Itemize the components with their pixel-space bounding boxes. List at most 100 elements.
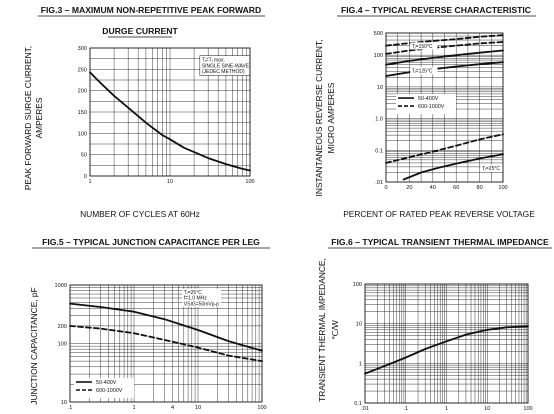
fig3-subtitle: DURGE CURRENT [102, 26, 178, 36]
fig3-annotation-text: (JEDEC METHOD) [202, 69, 245, 75]
fig5-y-tick-label: 100 [58, 342, 67, 348]
fig4-series-dashed-line [385, 133, 504, 164]
fig4-annotation-text: Tⱼ=150°C [412, 44, 433, 50]
fig6-x-tick-label: 1 [445, 406, 448, 412]
fig5-x-tick-label: 100 [257, 405, 266, 411]
fig4-x-tick-label: 0 [384, 185, 387, 191]
fig6-ticks: .01 .1 1 10 100 0.1 1 10 100 [353, 282, 533, 412]
fig6-series-solid-line [364, 325, 529, 375]
fig6-y-tick-label: 1 [359, 361, 362, 367]
fig3-y-tick-label: 250 [78, 67, 87, 73]
fig6-y-tick-label: 0.1 [354, 401, 362, 407]
fig4-y-tick-label: 1.0 [375, 117, 383, 123]
fig4-y-tick-label: 10 [377, 85, 383, 91]
fig4-series-dashed-line [385, 34, 504, 47]
fig5-y-tick-label: 10 [61, 400, 67, 406]
fig5-ticks: .1 1 4 10 100 10 100 200 1000 [55, 283, 267, 411]
fig6-x-tick-label: .1 [403, 406, 408, 412]
fig5-chart: FIG.5 – TYPICAL JUNCTION CAPACITANCE PER… [29, 237, 270, 411]
fig6-frame [364, 283, 529, 404]
fig6-chart: FIG.6 – TYPICAL TRANSIENT THERMAL IMPEDA… [317, 237, 552, 412]
fig4-legend-box [396, 94, 456, 115]
fig5-frame [69, 284, 263, 403]
fig4-series-solid-line [402, 153, 504, 181]
fig5-x-tick-label: 1 [132, 405, 135, 411]
fig4-y-tick-label: 100 [374, 53, 383, 59]
fig3-y-label-line1: PEAK FORWARD SURGE CURRENT, [23, 46, 33, 190]
fig6-grid [365, 284, 528, 403]
fig4-legend-label: 50-400V [418, 96, 439, 102]
fig4-series-solid-line [385, 49, 504, 66]
fig3-x-tick-label: 1 [88, 179, 91, 185]
fig4-annotation-bg [410, 67, 438, 75]
fig5-legend-box [74, 378, 134, 398]
fig4-y-label-line1: INSTANTANEOUS REVERSE CURRENT, [314, 40, 324, 197]
fig5-annotation-bg [182, 288, 222, 307]
fig4-x-tick-label: 20 [406, 185, 412, 191]
fig4-y-tick-label: 500 [374, 31, 383, 37]
fig4-x-tick-label: 60 [453, 185, 459, 191]
fig5-annotation-text: VSIG=50mVp-p [184, 301, 219, 307]
fig4-chart: FIG.4 – TYPICAL REVERSE CHARACTERISTIC P… [314, 5, 536, 219]
fig3-y-tick-label: 200 [78, 89, 87, 95]
fig5-annotation-text: Tⱼ=25°C [184, 290, 202, 296]
fig6-x-tick-label: 10 [484, 406, 490, 412]
fig6-y-tick-label: 10 [356, 322, 362, 328]
fig6-y-label-line2: ℃/W [330, 320, 340, 340]
fig3-ticks: 1 10 100 0 50 100 150 200 250 300 [78, 46, 255, 185]
fig4-annotation-bg [480, 164, 505, 172]
fig4-ticks: 0 20 40 60 80 100 .01 0.1 1.0 10 100 500 [374, 31, 508, 191]
fig3-y-label-line2: AMPERES [34, 97, 44, 138]
fig6-x-tick-label: .01 [361, 406, 369, 412]
fig6-y-tick-label: 100 [353, 282, 362, 288]
fig6-y-label-line1: TRANSIENT THERMAL IMPEDANCE, [317, 258, 327, 402]
fig3-y-tick-label: 50 [81, 153, 87, 159]
fig4-annotation-text: Tⱼ=125°C [412, 69, 433, 75]
fig5-legend-label: 50-400V [96, 380, 117, 386]
fig5-series-solid-line [69, 302, 263, 352]
fig6-x-tick-label: 100 [523, 406, 532, 412]
fig4-x-tick-label: 40 [430, 185, 436, 191]
fig3-frame [89, 47, 251, 177]
fig3-x-tick-label: 10 [167, 179, 173, 185]
fig5-annotation-text: f=1.0 MHz [184, 296, 207, 302]
fig4-y-label-line2: MICRO AMPERES [326, 82, 336, 153]
fig4-plot: Tⱼ=150°C Tⱼ=125°C Tⱼ=25°C 50-400V 600-1000V [385, 34, 505, 181]
fig3-y-tick-label: 100 [78, 131, 87, 137]
fig5-series-dashed-line [69, 324, 263, 363]
fig3-y-tick-label: 0 [84, 174, 87, 180]
fig4-y-tick-label: 0.1 [375, 148, 383, 154]
fig4-legend-label: 600-1000V [418, 104, 445, 110]
fig3-x-tick-label: 100 [245, 179, 254, 185]
fig5-y-tick-label: 1000 [55, 283, 67, 289]
fig3-title: FIG.3 – MAXIMUM NON-REPETITIVE PEAK FORW… [41, 5, 261, 15]
fig3-x-label: NUMBER OF CYCLES AT 60Hz [80, 209, 200, 219]
fig6-plot [364, 325, 529, 375]
fig3-y-tick-label: 150 [78, 110, 87, 116]
fig5-y-tick-label: 200 [58, 324, 67, 330]
fig3-plot: Tⱼ=Tⱼ max.SINGLE SINE-WAVE(JEDEC METHOD) [89, 55, 251, 172]
fig6-title: FIG.6 – TYPICAL TRANSIENT THERMAL IMPEDA… [331, 237, 549, 247]
fig5-title: FIG.5 – TYPICAL JUNCTION CAPACITANCE PER… [42, 237, 260, 247]
fig4-title: FIG.4 – TYPICAL REVERSE CHARACTERISTIC [341, 5, 531, 15]
fig5-y-label: JUNCTION CAPACITANCE, pF [29, 287, 39, 404]
fig4-y-tick-label: .01 [375, 180, 383, 186]
fig5-x-tick-label: 10 [195, 405, 201, 411]
fig4-x-tick-label: 80 [476, 185, 482, 191]
fig4-series-solid-line [385, 61, 504, 77]
fig4-series-dashed-line [385, 41, 504, 55]
fig3-annotation-text: SINGLE SINE-WAVE [202, 63, 250, 69]
fig3-annotation-text: Tⱼ=Tⱼ max. [202, 58, 225, 64]
fig4-annotation-bg [410, 42, 438, 50]
fig5-x-tick-label: .1 [68, 405, 73, 411]
fig4-x-label: PERCENT OF RATED PEAK REVERSE VOLTAGE [343, 209, 535, 219]
fig3-y-tick-label: 300 [78, 46, 87, 52]
fig5-x-tick-label: 4 [171, 405, 174, 411]
fig3-series-solid-line [89, 71, 251, 172]
fig4-annotation-text: Tⱼ=25°C [482, 166, 500, 172]
fig3-chart: FIG.3 – MAXIMUM NON-REPETITIVE PEAK FORW… [23, 5, 265, 219]
fig4-frame [385, 32, 504, 183]
fig5-legend-label: 600-1000V [96, 388, 123, 394]
